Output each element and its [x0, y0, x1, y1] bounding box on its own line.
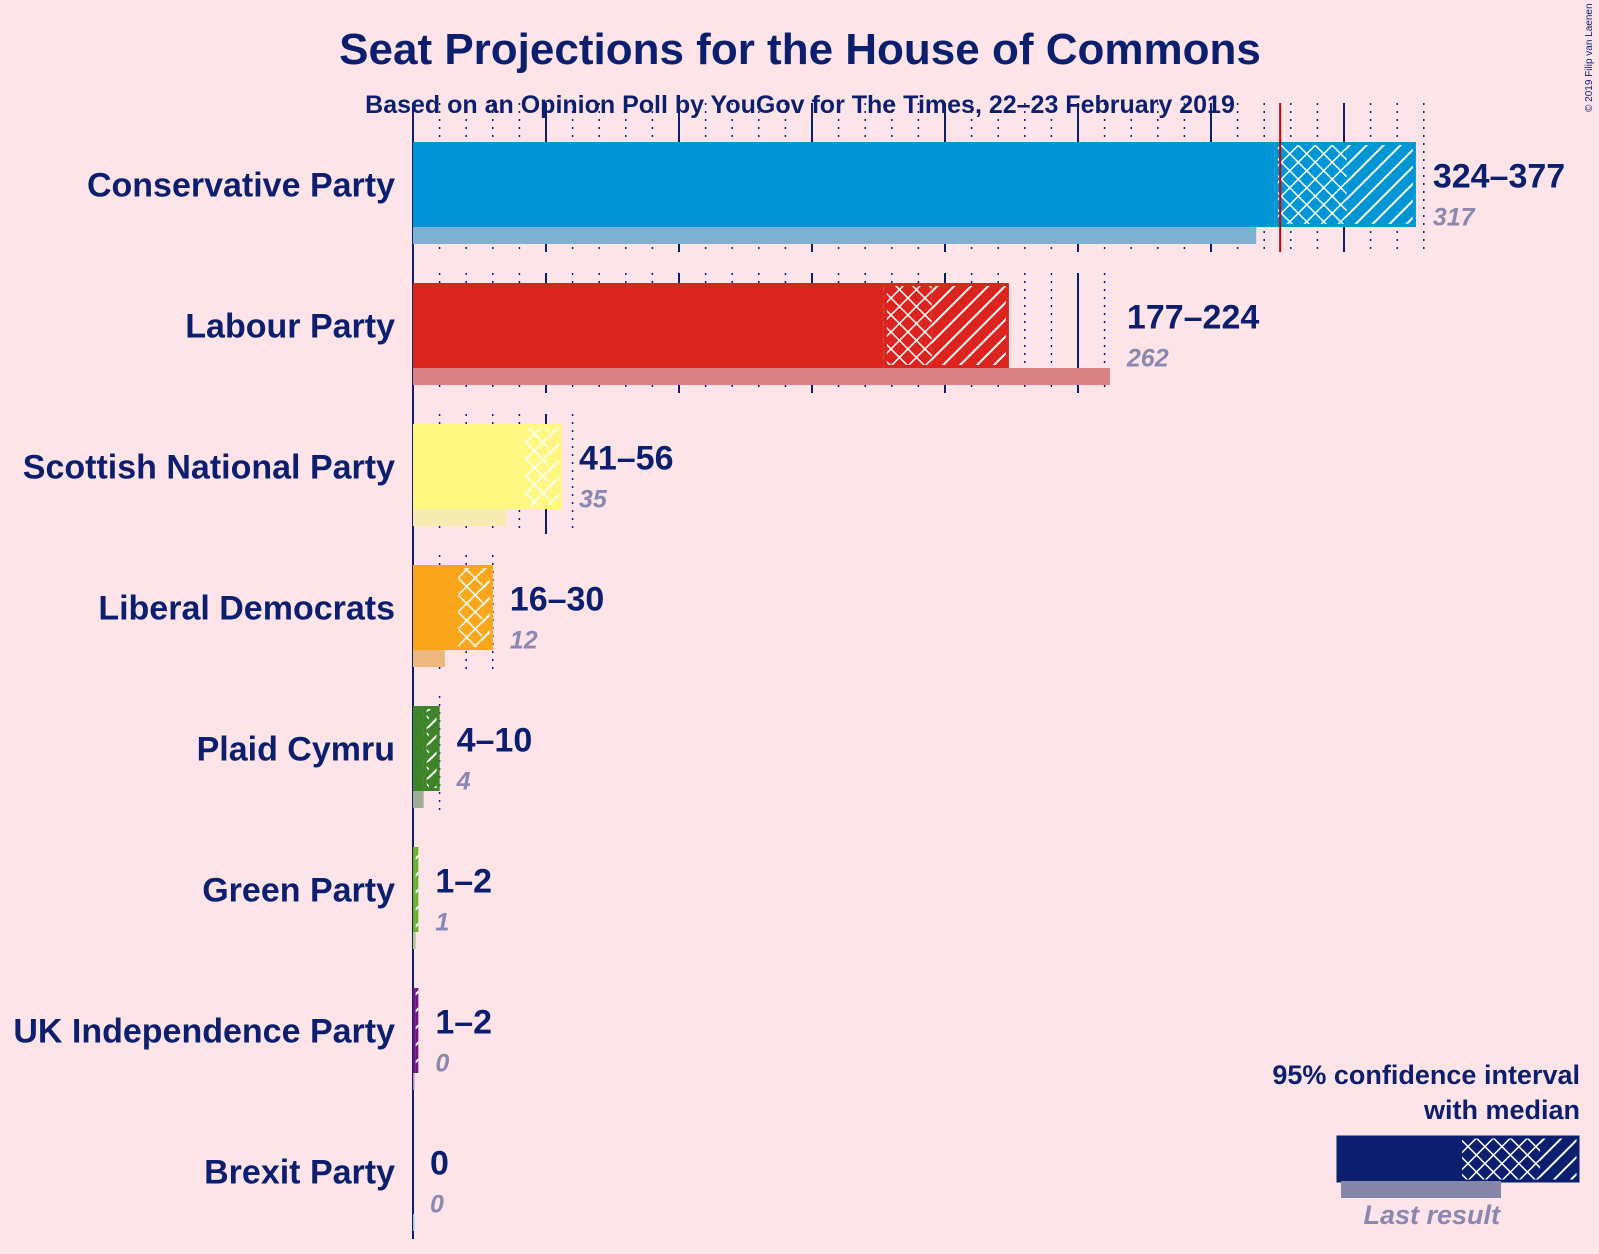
ci-upper-hatch	[931, 283, 1009, 368]
ci-solid-bar	[413, 424, 523, 509]
last-result-label: 1	[435, 909, 449, 937]
ci-outline	[455, 565, 493, 650]
last-result-bar	[413, 1214, 415, 1231]
last-result-label: 4	[456, 768, 471, 796]
ci-outline	[423, 706, 440, 791]
range-label: 1–2	[435, 863, 492, 901]
party-label: Conservative Party	[87, 167, 395, 205]
last-result-label: 317	[1433, 204, 1476, 232]
party-label: Labour Party	[185, 308, 395, 346]
last-result-label: 12	[510, 627, 538, 655]
ci-solid-bar	[413, 565, 456, 650]
legend-ci-label: 95% confidence interval	[1272, 1060, 1580, 1090]
range-label: 41–56	[579, 440, 674, 478]
ci-upper-hatch	[548, 424, 562, 509]
chart-subtitle: Based on an Opinion Poll by YouGov for T…	[365, 91, 1235, 119]
last-result-bar	[413, 368, 1110, 385]
last-result-bar	[413, 791, 424, 808]
legend-last-result-swatch	[1341, 1181, 1501, 1198]
last-result-bar	[413, 650, 445, 667]
legend-last-result-label: Last result	[1363, 1200, 1501, 1230]
copyright-notice: © 2019 Filip van Laenen	[1584, 3, 1595, 112]
ci-solid-bar	[413, 988, 416, 1073]
ci-lower-crosshatch	[1274, 142, 1347, 227]
ci-upper-hatch	[1346, 142, 1416, 227]
range-label: 16–30	[510, 581, 605, 619]
range-label: 177–224	[1127, 299, 1259, 337]
last-result-label: 0	[435, 1050, 449, 1078]
ci-lower-crosshatch	[883, 283, 932, 368]
legend: 95% confidence interval with median Last…	[1272, 1060, 1580, 1230]
ci-upper-hatch	[415, 847, 419, 932]
party-label: Plaid Cymru	[197, 731, 395, 769]
legend-crosshatch-overlay	[1462, 1137, 1540, 1181]
last-result-bar	[413, 509, 507, 526]
range-label: 4–10	[457, 722, 533, 760]
range-label: 0	[430, 1145, 449, 1183]
ci-solid-bar	[413, 706, 424, 791]
legend-solid-swatch	[1338, 1137, 1462, 1181]
ci-solid-bar	[413, 142, 1275, 227]
ci-outline	[1274, 142, 1416, 227]
party-label: Brexit Party	[204, 1154, 395, 1192]
ci-outline	[883, 283, 1009, 368]
chart-title: Seat Projections for the House of Common…	[339, 25, 1261, 74]
last-result-bar	[413, 932, 416, 949]
party-label: Scottish National Party	[23, 449, 395, 487]
ci-solid-bar	[413, 283, 884, 368]
party-label: UK Independence Party	[13, 1013, 395, 1051]
party-bars: Conservative Party 324–377 317 Labour Party…	[13, 142, 1565, 1231]
last-result-label: 35	[579, 486, 608, 514]
last-result-bar	[413, 227, 1257, 244]
ci-lower-crosshatch	[522, 424, 549, 509]
legend-hatch-overlay	[1540, 1137, 1578, 1181]
range-label: 1–2	[435, 1004, 492, 1042]
party-label: Green Party	[202, 872, 395, 910]
ci-upper-hatch	[415, 988, 419, 1073]
last-result-bar	[413, 1073, 415, 1090]
ci-outline	[522, 424, 562, 509]
last-result-label: 0	[430, 1191, 444, 1219]
last-result-label: 262	[1126, 345, 1169, 373]
legend-median-label: with median	[1423, 1095, 1580, 1125]
ci-solid-bar	[413, 847, 416, 932]
range-label: 324–377	[1433, 158, 1565, 196]
ci-upper-hatch	[428, 706, 440, 791]
ci-lower-crosshatch	[455, 565, 483, 650]
party-label: Liberal Democrats	[98, 590, 395, 628]
ci-upper-hatch	[482, 565, 493, 650]
